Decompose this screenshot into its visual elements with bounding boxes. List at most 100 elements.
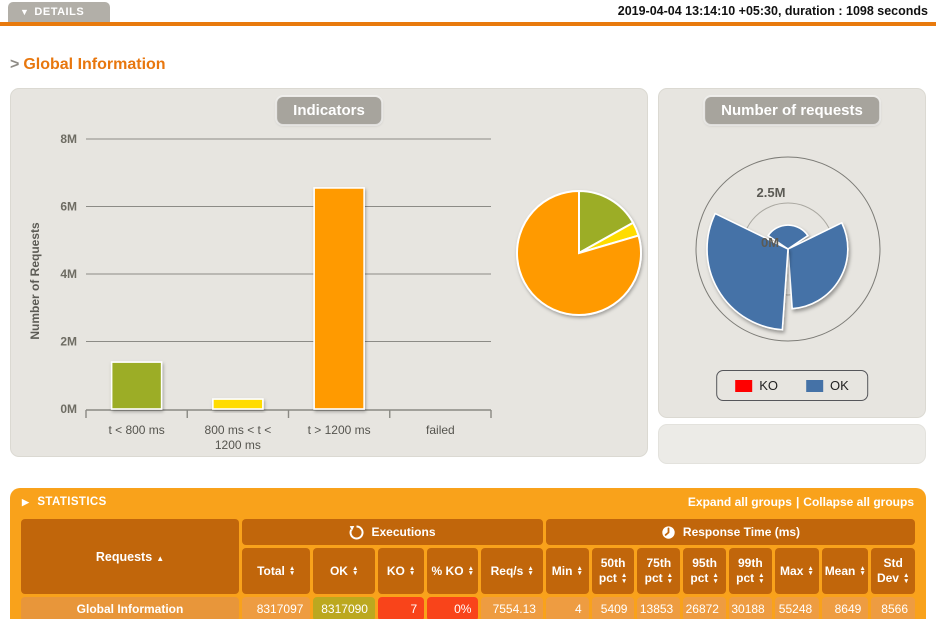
- x-axis-category-label: t > 1200 ms: [308, 423, 371, 437]
- column-header-75th-pct[interactable]: 75th pct ▲ ▼: [637, 548, 681, 594]
- collapse-all-groups-link[interactable]: Collapse all groups: [803, 495, 914, 509]
- legend-item-ok[interactable]: OK: [806, 378, 849, 393]
- cell-max: 55248: [774, 597, 820, 619]
- sort-icon[interactable]: ▲ ▼: [576, 564, 583, 578]
- sort-icon[interactable]: ▲ ▼: [807, 564, 814, 578]
- polar-outer-ring: [695, 156, 881, 342]
- legend-item-ko[interactable]: KO: [735, 378, 778, 393]
- group-controls: Expand all groups | Collapse all groups: [688, 495, 914, 509]
- sort-icon[interactable]: ▲ ▼: [859, 564, 866, 578]
- column-header-ko[interactable]: KO ▲ ▼: [377, 548, 425, 594]
- x-axis-category-label: failed: [426, 423, 455, 437]
- y-axis-tick-label: 6M: [60, 200, 77, 214]
- requests-column: Number of requests 2.5M 0M KO OK: [658, 88, 926, 464]
- column-label: OK: [329, 563, 348, 578]
- links-separator: |: [795, 495, 800, 509]
- indicators-chart[interactable]: 0M 2M 4M 6M 8M t < 800 ms 800 ms < t <1200 ms t…: [11, 89, 649, 454]
- y-axis-tick-label: 4M: [60, 267, 77, 281]
- column-header-min[interactable]: Min ▲ ▼: [545, 548, 589, 594]
- column-header-ok[interactable]: OK ▲ ▼: [313, 548, 375, 594]
- bar-0[interactable]: [110, 361, 163, 410]
- column-group-executions: Executions: [242, 519, 543, 545]
- cell-50th-pct: 5409: [591, 597, 635, 619]
- column-header-50th-pct[interactable]: 50th pct ▲ ▼: [591, 548, 635, 594]
- sort-icon[interactable]: ▲ ▼: [620, 572, 628, 585]
- sort-icon[interactable]: ▲ ▼: [351, 564, 359, 578]
- column-label: 50th pct: [598, 556, 626, 585]
- empty-sub-panel: [658, 424, 926, 464]
- indicators-pie[interactable]: [516, 189, 642, 316]
- cell--ko: 0%: [427, 597, 479, 619]
- ring-label-2-5m: 2.5M: [757, 185, 786, 200]
- column-label: Total: [257, 563, 285, 578]
- sort-icon[interactable]: ▲ ▼: [288, 564, 296, 578]
- cell-mean: 8649: [822, 597, 869, 619]
- cell-95th-pct: 26872: [683, 597, 726, 619]
- section-arrow-icon: ▶: [22, 496, 30, 507]
- cell-ko: 7: [377, 597, 425, 619]
- legend-swatch-ko: [735, 379, 753, 392]
- column-label: 95th pct: [690, 556, 717, 585]
- column-header-mean[interactable]: Mean ▲ ▼: [822, 548, 869, 594]
- column-header-99th-pct[interactable]: 99th pct ▲ ▼: [728, 548, 772, 594]
- sort-icon[interactable]: ▲ ▼: [902, 572, 910, 585]
- column-header-95th-pct[interactable]: 95th pct ▲ ▼: [683, 548, 726, 594]
- column-label: Mean: [824, 563, 856, 578]
- indicators-panel-title: Indicators: [277, 97, 381, 124]
- polar-sector-1[interactable]: [787, 221, 849, 310]
- column-label: Req/s: [490, 563, 524, 578]
- column-label: KO: [386, 563, 405, 578]
- cell-req-s: 7554.13: [481, 597, 543, 619]
- table-row[interactable]: Global Information 8317097 8317090 7 0% 7554.…: [21, 597, 915, 619]
- details-tab[interactable]: ▼ DETAILS: [8, 2, 111, 22]
- charts-row: Indicators 0M 2M 4M 6M 8M t < 800 ms 800 ms < …: [0, 88, 936, 464]
- polar-sector-0[interactable]: [767, 224, 809, 250]
- y-axis-tick-label: 2M: [60, 335, 77, 349]
- pie-slice-2[interactable]: [516, 189, 642, 316]
- statistics-header: ▶ STATISTICS Expand all groups | Collapse …: [18, 488, 918, 516]
- y-axis-title: Number of Requests: [28, 222, 42, 340]
- number-of-requests-chart[interactable]: 2.5M 0M: [659, 89, 927, 364]
- sort-icon[interactable]: ▲ ▼: [527, 564, 534, 578]
- details-tab-label: DETAILS: [34, 6, 85, 18]
- column-header-row: Total ▲ ▼ OK ▲ ▼ KO ▲ ▼% KO ▲ ▼ Req/s ▲ ▼ Min ▲ ▼ 50th pc…: [21, 548, 915, 594]
- column-header-max[interactable]: Max ▲ ▼: [774, 548, 820, 594]
- statistics-title[interactable]: ▶ STATISTICS: [22, 496, 107, 508]
- column-header-req-s[interactable]: Req/s ▲ ▼: [481, 548, 543, 594]
- x-axis-category-label: t < 800 ms: [108, 423, 164, 437]
- sort-icon[interactable]: ▲ ▼: [666, 572, 674, 585]
- pie-slice-0[interactable]: [578, 189, 635, 255]
- statistics-panel: ▶ STATISTICS Expand all groups | Collapse …: [10, 488, 926, 619]
- expand-all-groups-link[interactable]: Expand all groups: [687, 495, 792, 509]
- page-heading: > Global Information: [10, 56, 936, 78]
- sort-ascending-icon: ▲: [156, 553, 165, 563]
- sort-icon[interactable]: ▲ ▼: [467, 564, 474, 578]
- cell-99th-pct: 30188: [728, 597, 772, 619]
- sort-icon[interactable]: ▲ ▼: [712, 572, 719, 585]
- page-title: Global Information: [23, 56, 166, 73]
- sort-icon[interactable]: ▲ ▼: [758, 572, 765, 585]
- run-timestamp: 2019-04-04 13:14:10 +05:30, duration : 1…: [617, 4, 928, 18]
- column-header-requests[interactable]: Requests ▲: [21, 519, 240, 594]
- bar-2[interactable]: [313, 187, 365, 410]
- column-header--ko[interactable]: % KO ▲ ▼: [427, 548, 479, 594]
- requests-header-label: Requests: [95, 549, 153, 564]
- cell-total: 8317097: [242, 597, 311, 619]
- polar-sector-2[interactable]: [706, 212, 789, 331]
- cell-min: 4: [545, 597, 589, 619]
- executions-refresh-icon: [350, 525, 365, 539]
- column-header-std-dev[interactable]: Std Dev ▲ ▼: [871, 548, 915, 594]
- ring-label-0m: 0M: [761, 235, 779, 250]
- bar-1[interactable]: [212, 398, 264, 410]
- legend-label: OK: [830, 378, 849, 393]
- column-header-total[interactable]: Total ▲ ▼: [242, 548, 311, 594]
- sort-icon[interactable]: ▲ ▼: [408, 564, 416, 578]
- cell-std-dev: 8566: [871, 597, 915, 619]
- number-of-requests-title: Number of requests: [705, 97, 879, 124]
- number-of-requests-panel: Number of requests 2.5M 0M KO OK: [658, 88, 926, 418]
- column-label: 99th pct: [736, 556, 763, 585]
- y-axis-tick-label: 0M: [60, 402, 77, 416]
- column-label: 75th pct: [644, 556, 672, 585]
- column-label: % KO: [431, 563, 464, 578]
- row-name[interactable]: Global Information: [21, 597, 240, 619]
